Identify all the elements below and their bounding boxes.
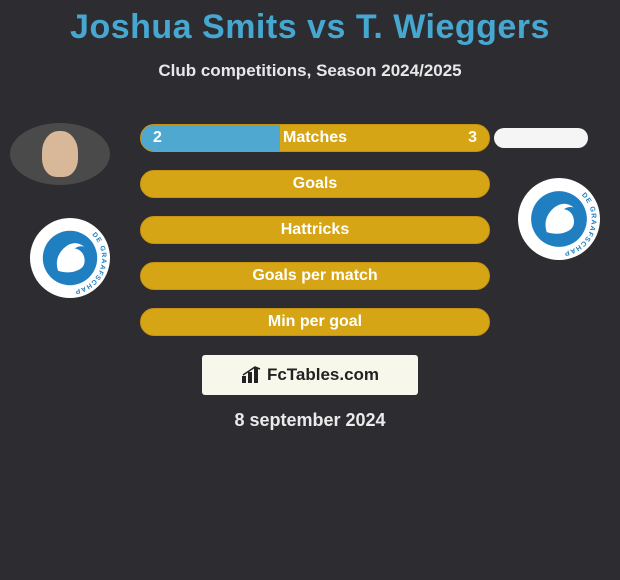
stat-label: Hattricks bbox=[281, 221, 349, 239]
stat-row: Goals per match bbox=[140, 262, 490, 290]
club-badge-left: DE GRAAFSCHAP bbox=[30, 218, 110, 298]
page-subtitle: Club competitions, Season 2024/2025 bbox=[0, 61, 620, 81]
stat-value-right: 3 bbox=[468, 129, 477, 147]
stat-row: Min per goal bbox=[140, 308, 490, 336]
stat-row: Hattricks bbox=[140, 216, 490, 244]
degraafschap-badge-icon: DE GRAAFSCHAP bbox=[30, 218, 110, 298]
stats-container: 2 3 Matches Goals Hattricks Goals per match Mi… bbox=[140, 124, 490, 354]
page-title: Joshua Smits vs T. Wieggers bbox=[0, 0, 620, 47]
stat-label: Goals bbox=[293, 175, 337, 193]
stat-label: Matches bbox=[283, 129, 347, 147]
player1-face bbox=[42, 131, 78, 177]
player2-photo bbox=[494, 128, 588, 148]
degraafschap-badge-icon: DE GRAAFSCHAP bbox=[518, 178, 600, 260]
brand-box: FcTables.com bbox=[202, 355, 418, 395]
stat-value-left: 2 bbox=[153, 129, 162, 147]
stat-row: 2 3 Matches bbox=[140, 124, 490, 152]
player1-photo bbox=[10, 123, 110, 185]
barchart-icon bbox=[241, 366, 263, 384]
date-label: 8 september 2024 bbox=[0, 410, 620, 431]
stat-label: Goals per match bbox=[252, 267, 377, 285]
stat-row: Goals bbox=[140, 170, 490, 198]
club-badge-right: DE GRAAFSCHAP bbox=[518, 178, 600, 260]
stat-label: Min per goal bbox=[268, 313, 362, 331]
brand-text: FcTables.com bbox=[267, 365, 379, 385]
